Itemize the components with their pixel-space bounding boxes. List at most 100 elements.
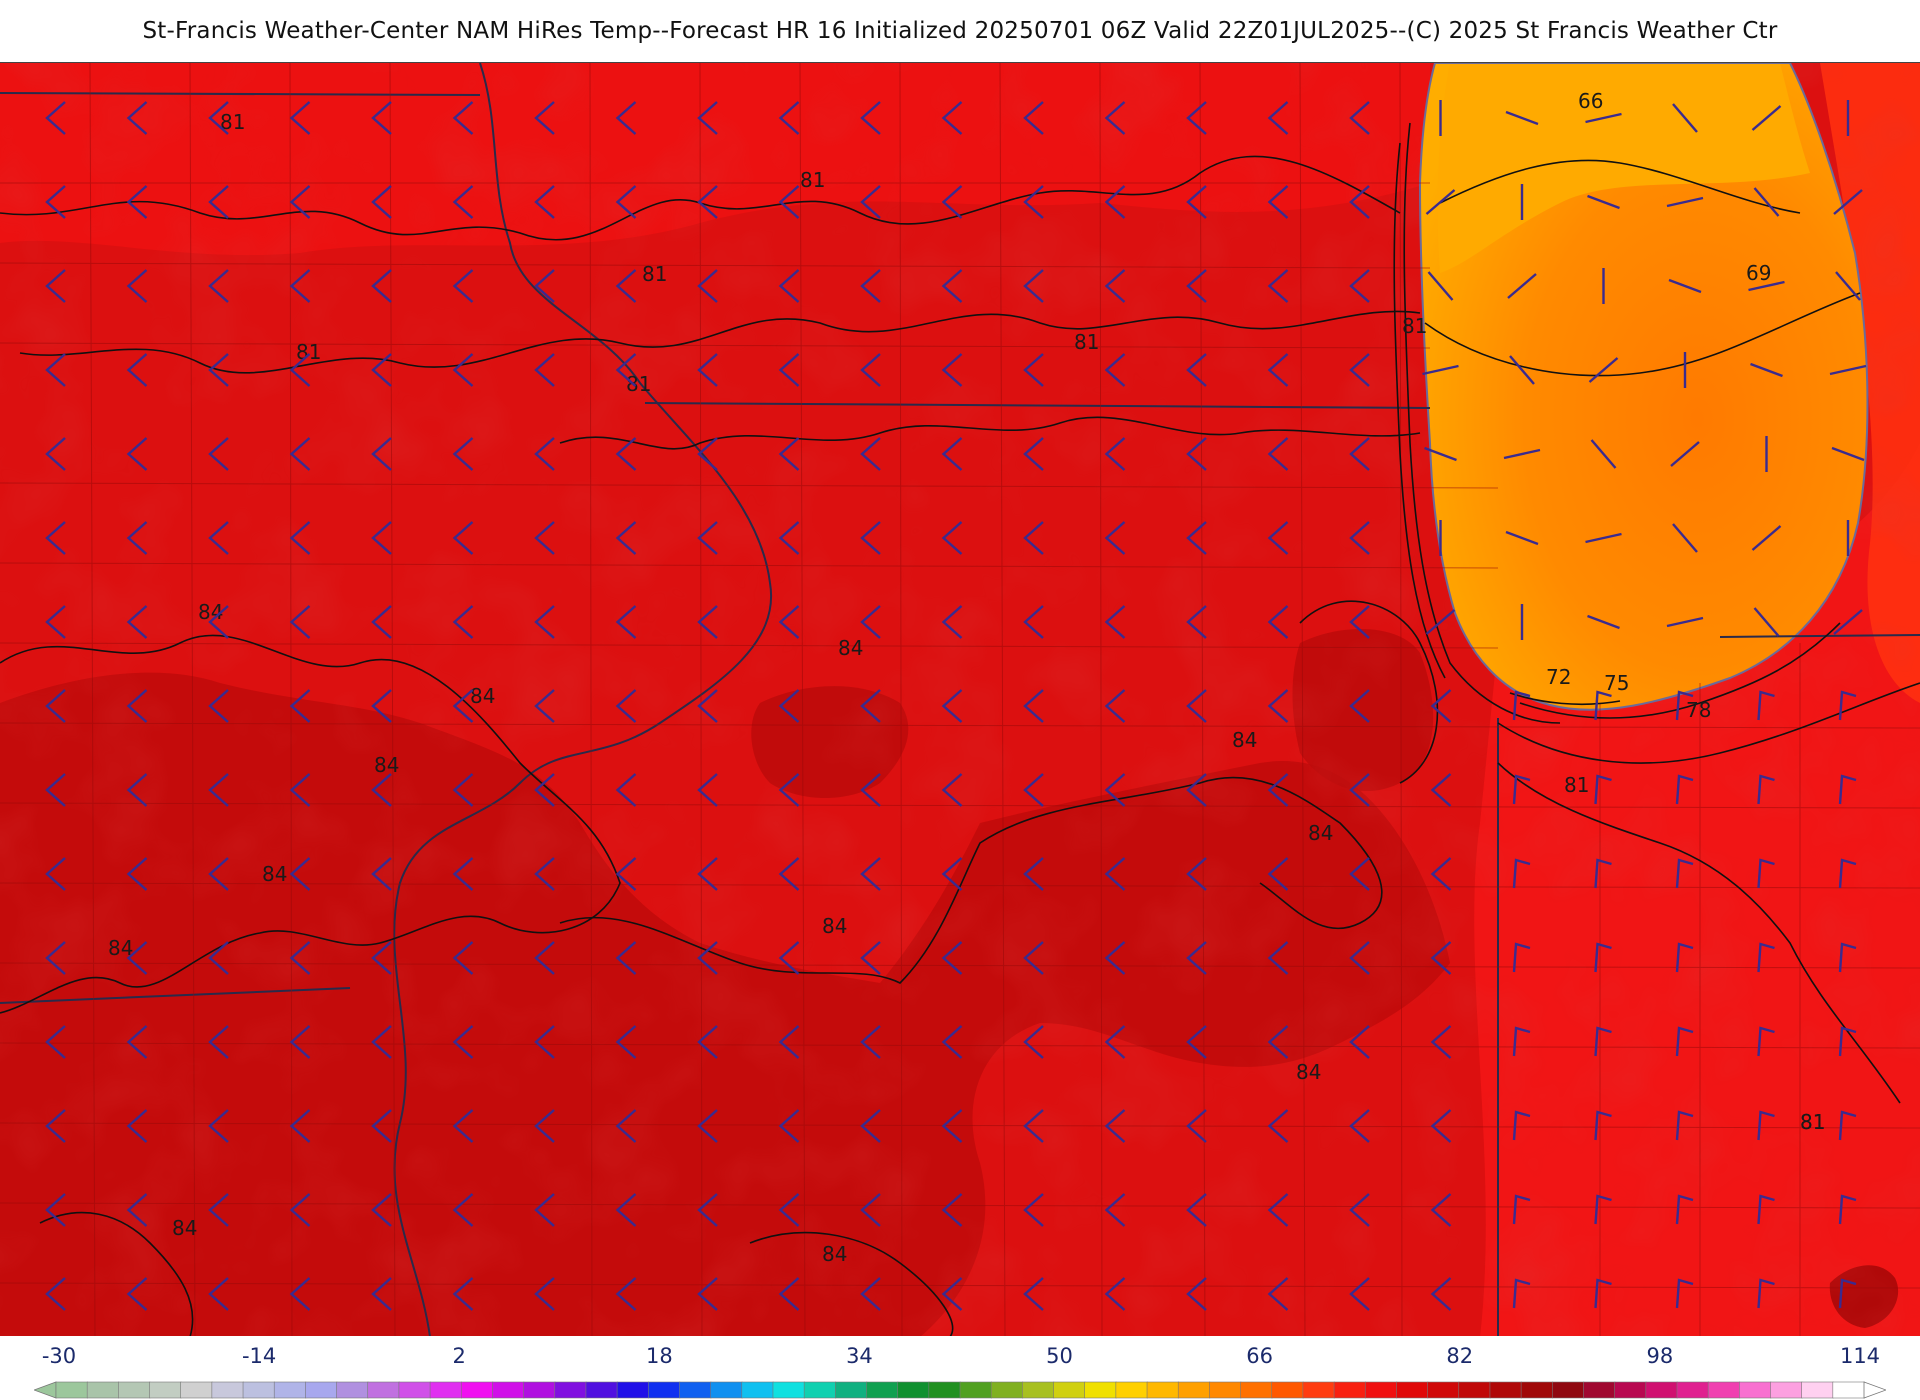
legend-tick-label: 34 (846, 1344, 873, 1368)
wind-barb (534, 185, 555, 219)
wind-barb (126, 1277, 148, 1311)
wind-barb (615, 1277, 637, 1311)
wind-barb (534, 269, 555, 303)
wind-barb (1757, 1278, 1775, 1309)
wind-barb (1829, 364, 1867, 376)
wind-barb (1349, 353, 1370, 387)
wind-barb (208, 1109, 229, 1143)
wind-barb (289, 941, 311, 975)
wind-barb (1585, 532, 1622, 544)
wind-barb (452, 101, 474, 135)
wind-barb (1186, 857, 1207, 891)
wind-barb (860, 1193, 881, 1227)
legend-swatch (1707, 1381, 1741, 1399)
temperature-map: 81 81 81 81 81 81 81 81 84 84 84 84 84 8… (0, 63, 1920, 1337)
contour-84-south (749, 1231, 954, 1337)
legend-swatch (990, 1381, 1024, 1399)
wind-barb (1672, 103, 1698, 133)
wind-barb (1422, 364, 1459, 376)
legend-swatch (835, 1381, 868, 1399)
legend-tick-label: -30 (41, 1344, 77, 1368)
wind-barb (941, 1193, 963, 1227)
wind-barb (941, 857, 963, 891)
wind-barb (1672, 523, 1698, 553)
wind-barb (1267, 857, 1289, 891)
wind-barb (1594, 942, 1612, 973)
wind-barb (1675, 1194, 1694, 1225)
wind-barb (697, 857, 718, 891)
wind-barb (1430, 941, 1452, 975)
wind-barb (1023, 101, 1044, 135)
legend-swatch (1115, 1381, 1148, 1399)
wind-barb (208, 941, 229, 975)
wind-barb (860, 185, 881, 219)
wind-barb (615, 605, 637, 639)
wind-barb (778, 1193, 800, 1227)
legend-swatch (1177, 1381, 1211, 1399)
legend-swatch (305, 1381, 338, 1399)
wind-barb (778, 605, 800, 639)
legend-tick-label: 114 (1839, 1344, 1881, 1368)
wind-barb (778, 857, 800, 891)
legend-swatch (492, 1381, 525, 1399)
wind-barb (1023, 1025, 1044, 1059)
legend-swatch (1271, 1381, 1304, 1399)
wind-barb (45, 185, 66, 219)
wind-barb (1675, 1110, 1694, 1141)
contour-label: 84 (1308, 821, 1333, 845)
wind-barb (1427, 271, 1454, 301)
wind-barb (371, 269, 392, 303)
wind-barb (534, 605, 555, 639)
wind-barb (1675, 690, 1694, 721)
wind-barb (371, 185, 392, 219)
wind-barb (860, 101, 881, 135)
wind-barb (860, 1277, 881, 1311)
wind-barb (1104, 773, 1126, 807)
wind-barb (452, 437, 474, 471)
legend-swatch (1022, 1381, 1055, 1399)
wind-barb (1186, 521, 1207, 555)
wind-barb (1838, 1026, 1857, 1057)
wind-barb (1349, 857, 1370, 891)
wind-barb (1023, 689, 1044, 723)
wind-barb (860, 941, 881, 975)
wind-barb (1675, 858, 1694, 889)
wind-barb (1023, 941, 1044, 975)
legend-swatch (1427, 1381, 1460, 1399)
contour-81-east (1497, 762, 1901, 1104)
wind-barb (941, 521, 963, 555)
river-border (393, 63, 773, 1337)
legend-min-arrow (34, 1381, 57, 1399)
state-border-north (0, 92, 481, 96)
wind-barb (1104, 689, 1126, 723)
wind-barb (126, 521, 148, 555)
wind-barb (941, 773, 963, 807)
legend-tick-label: 2 (452, 1344, 466, 1368)
wind-barb (697, 1109, 718, 1143)
wind-barb (1267, 1193, 1289, 1227)
wind-barb (1267, 521, 1289, 555)
wind-barb (534, 1109, 555, 1143)
wind-barb (941, 1277, 963, 1311)
legend-swatch (398, 1381, 431, 1399)
wind-barb (1838, 1278, 1857, 1309)
wind-barb (1186, 689, 1207, 723)
contour-label: 81 (800, 168, 825, 192)
wind-barb (1503, 448, 1541, 460)
wind-barb (45, 1025, 66, 1059)
wind-barb (1023, 857, 1044, 891)
wind-barb (534, 941, 555, 975)
wind-barb (289, 605, 311, 639)
contour-label: 84 (822, 914, 847, 938)
wind-barb (452, 1193, 474, 1227)
wind-barb (126, 353, 148, 387)
wind-barb (1349, 941, 1370, 975)
wind-barb (1512, 1026, 1531, 1057)
map-title: St-Francis Weather-Center NAM HiRes Temp… (142, 18, 1778, 44)
wind-barb (1757, 1026, 1775, 1057)
wind-barb (452, 185, 474, 219)
wind-barb (371, 1193, 392, 1227)
wind-barb (1186, 1025, 1207, 1059)
wind-barb (1023, 353, 1044, 387)
wind-barb (289, 437, 311, 471)
